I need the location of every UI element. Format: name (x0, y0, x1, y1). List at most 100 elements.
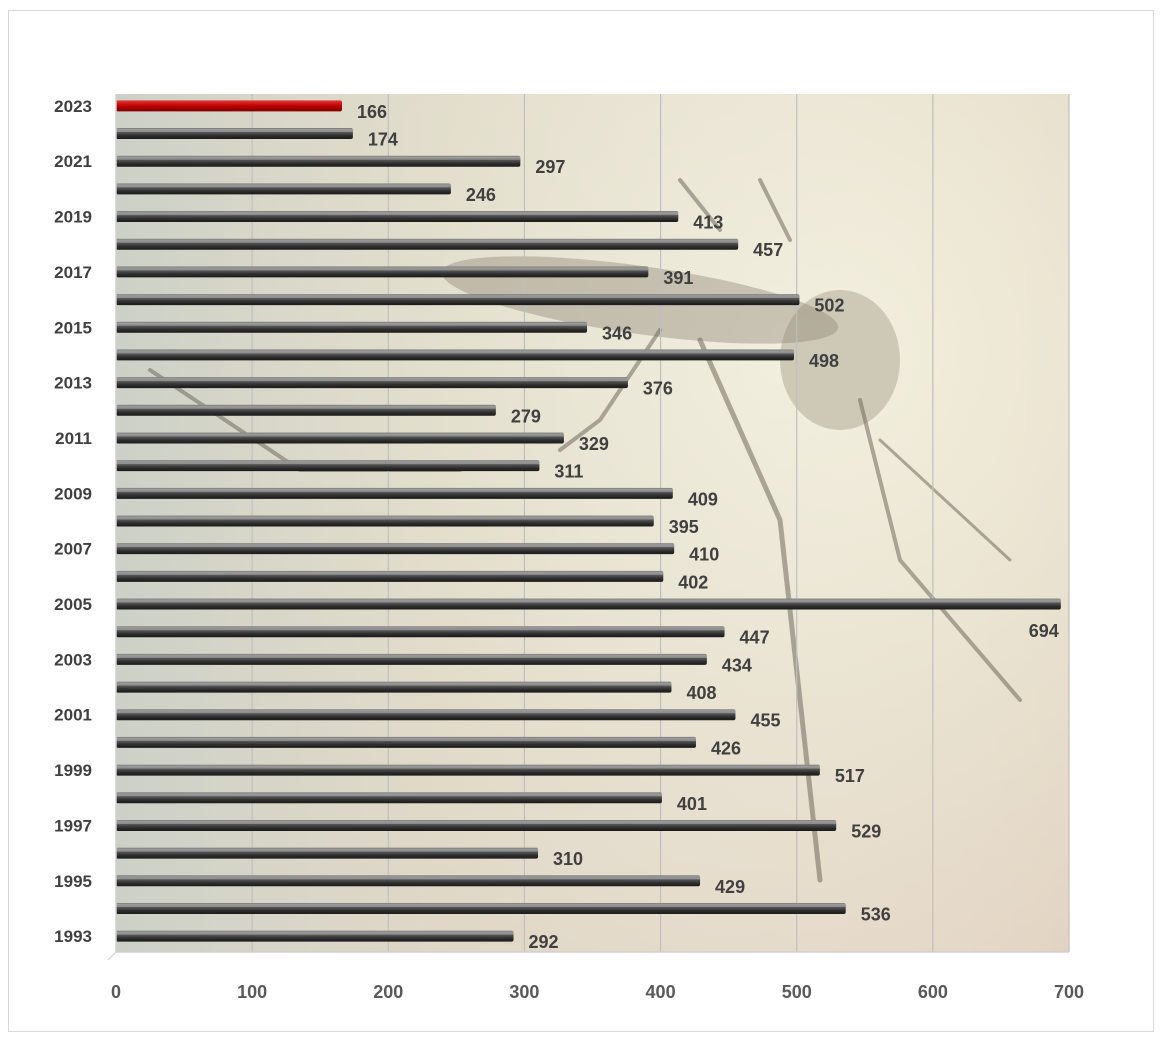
bar-sheen-2015 (116, 322, 588, 326)
data-label-2001: 455 (750, 711, 780, 731)
data-label-2003: 434 (722, 655, 752, 675)
y-tick-label: 2005 (54, 595, 92, 614)
data-label-2020: 246 (466, 185, 496, 205)
y-tick-label: 1997 (54, 816, 92, 835)
y-tick-label: 1999 (54, 761, 92, 780)
y-tick-label: 2021 (54, 152, 92, 171)
y-tick-label: 2007 (54, 540, 92, 559)
y-tick-label: 1993 (54, 927, 92, 946)
mosquito-leg (678, 178, 722, 232)
bar-sheen-2007 (116, 544, 675, 548)
data-label-2006: 402 (678, 572, 708, 592)
x-tick-label: 100 (237, 982, 267, 1002)
mosquito-leg (758, 178, 792, 242)
y-tick-label: 2019 (54, 208, 92, 227)
x-tick-label: 300 (509, 982, 539, 1002)
bar-sheen-1995 (116, 876, 701, 880)
data-label-1998: 401 (677, 794, 707, 814)
bar-sheen-1994 (116, 903, 846, 907)
data-label-2010: 311 (554, 462, 583, 482)
bar-sheen-2006 (116, 571, 664, 575)
axes (107, 94, 1069, 961)
data-label-2016: 502 (814, 296, 844, 316)
plot-background (116, 94, 1069, 952)
bar-sheen-2020 (116, 184, 451, 188)
x-tick-label: 600 (918, 982, 948, 1002)
bar-sheen-2000 (116, 737, 696, 741)
y-tick-label: 2015 (54, 318, 92, 337)
bar-sheen-2019 (116, 212, 679, 216)
bar-sheen-2010 (116, 461, 540, 465)
y-tick-label: 2013 (54, 374, 92, 393)
bar-sheen-2011 (116, 433, 564, 437)
bar-sheen-2002 (116, 682, 672, 686)
bar-sheen-2003 (116, 654, 707, 658)
data-label-2000: 426 (711, 738, 741, 758)
data-label-2002: 408 (686, 683, 716, 703)
bar-sheen-2005 (116, 599, 1061, 603)
x-tick-label: 200 (373, 982, 403, 1002)
bar-sheen-2017 (116, 267, 649, 271)
data-label-2011: 329 (579, 434, 609, 454)
y-tick-label: 2011 (55, 429, 92, 448)
bar-sheen-2008 (116, 516, 654, 520)
data-label-1996: 310 (553, 849, 583, 869)
y-tick-label: 2003 (54, 650, 92, 669)
y-tick-label: 2001 (54, 706, 92, 725)
x-tick-label: 400 (646, 982, 676, 1002)
data-label-1999: 517 (835, 766, 865, 786)
bar-sheen-1997 (116, 820, 837, 824)
bar-sheen-2013 (116, 378, 628, 382)
x-axis-labels: 0 100 200 300 400 500 600 700 (111, 982, 1084, 1002)
y-tick-label: 2017 (54, 263, 92, 282)
bar-sheen-2014 (116, 350, 794, 354)
bar-sheen-1999 (116, 765, 820, 769)
bar-sheen-2021 (116, 156, 521, 160)
bar-sheen-2012 (116, 405, 496, 409)
data-label-2013: 376 (643, 379, 673, 399)
data-label-2018: 457 (753, 240, 783, 260)
bar-sheen-2004 (116, 627, 725, 631)
x-tick-label: 500 (782, 982, 812, 1002)
data-label-2004: 447 (740, 628, 770, 648)
axis-corner (107, 951, 117, 961)
data-label-2009: 409 (688, 489, 718, 509)
data-label-2022: 174 (368, 130, 398, 150)
x-tick-label: 0 (111, 982, 121, 1002)
bar-sheen-1998 (116, 793, 662, 797)
bar-2023 (116, 100, 342, 112)
data-label-2008: 395 (669, 517, 699, 537)
bar-sheen-2016 (116, 295, 800, 299)
y-axis-labels: 1993 1995 1997 1999 2001 2003 2005 2007 2009 2011… (54, 97, 92, 946)
bar-sheen-2022 (116, 129, 353, 133)
data-label-2014: 498 (809, 351, 839, 371)
data-label-1997: 529 (851, 821, 881, 841)
bars (116, 100, 1061, 942)
mosquito-leg (697, 337, 823, 883)
data-label-2023: 166 (357, 102, 387, 122)
data-label-2005: 694 (1029, 621, 1059, 641)
y-tick-label: 2023 (54, 97, 92, 116)
data-label-2012: 279 (511, 406, 541, 426)
bar-sheen-1996 (116, 848, 539, 852)
data-label-2007: 410 (689, 545, 719, 565)
y-tick-label: 1995 (54, 872, 92, 891)
y-tick-label: 2009 (54, 484, 92, 503)
bar-sheen-1993 (116, 931, 514, 935)
bar-sheen-2001 (116, 710, 736, 714)
data-label-1994: 536 (861, 904, 891, 924)
data-label-1995: 429 (715, 877, 745, 897)
data-label-2017: 391 (663, 268, 693, 288)
data-labels: 292 536 429 310 529 401 517 426 455 408 434 447 694 4… (357, 102, 1059, 952)
mosquito-proboscis (878, 438, 1012, 562)
data-label-1993: 292 (529, 932, 559, 952)
mosquito-thorax (780, 290, 900, 430)
x-tick-label: 700 (1054, 982, 1084, 1002)
bar-sheen-2018 (116, 239, 739, 243)
data-label-2015: 346 (602, 323, 632, 343)
data-label-2019: 413 (693, 213, 723, 233)
mosquito-leg (858, 398, 1022, 702)
bar-sheen-2009 (116, 488, 673, 492)
data-label-2021: 297 (535, 157, 565, 177)
